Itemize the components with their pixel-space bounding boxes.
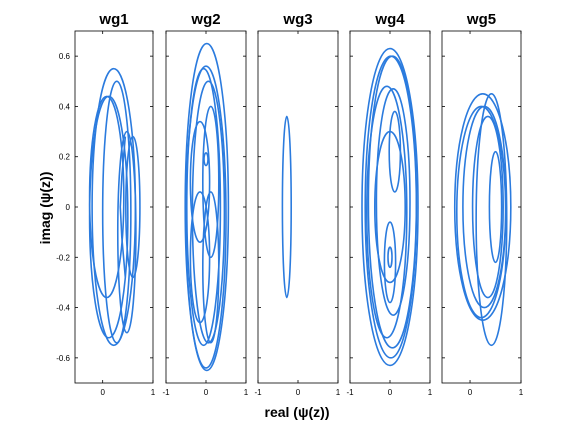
trajectory-loop [88,95,125,299]
trajectory-loop [367,55,418,349]
trajectory-loop [462,105,507,309]
x-tick-label: 1 [151,388,156,397]
trajectory-loop [388,110,402,193]
y-tick-label: -0.4 [56,304,70,313]
trajectory-loop [184,42,230,372]
trajectory-loop [373,130,406,284]
panel-wg1: wg1 0 1 -0.6 -0.4 -0.2 0 0.2 0.4 0.6 [56,11,156,397]
x-tick-label: -1 [162,388,170,397]
trajectory-loop [387,246,393,269]
trajectory-loop [202,191,220,344]
y-tick-label: 0.4 [59,102,71,111]
trajectory-loop [186,67,222,347]
trajectory-loop [281,115,292,299]
trajectory-loop [203,152,209,167]
x-tick-label: -1 [254,388,262,397]
trajectory-loop [189,191,211,324]
trajectory-loop [488,150,503,264]
panel-wg5: wg5 0 1 [441,11,524,397]
panel-title: wg3 [282,11,312,28]
panel-wg2: wg2 -1 0 1 [162,11,248,397]
panels: wg1 0 1 -0.6 -0.4 -0.2 0 0.2 0.4 0.6 wg2 -1 0 1 wg3 -1 0… [56,11,524,397]
trajectory-segment [119,136,127,278]
series-curves [453,93,512,347]
x-tick-label: 0 [296,388,301,397]
y-tick-label: -0.2 [56,253,70,262]
panel-wg4: wg4 -1 0 1 [346,11,432,397]
y-tick-label: 0 [66,203,71,212]
trajectory-loop [189,120,211,244]
trajectory-loop [116,130,137,334]
panel-title: wg4 [374,11,405,28]
trajectory-loop [361,47,419,367]
x-tick-label: 0 [388,388,393,397]
panel-title: wg5 [466,11,496,28]
panel-wg3: wg3 -1 0 1 [254,11,340,397]
y-tick-label: -0.6 [56,354,70,363]
trajectory-loop [375,88,411,316]
panel-title: wg1 [98,11,128,28]
trajectory-loop [383,221,397,304]
y-axis-label: imag (ψ(z)) [37,172,53,245]
x-tick-label: 1 [428,388,433,397]
trajectory-loop [202,105,220,259]
x-tick-label: 1 [336,388,341,397]
trajectory-loop [101,80,132,344]
axes-frame [257,30,339,384]
trajectory-loop [185,65,227,369]
series-curves [361,47,419,367]
x-tick-label: 0 [204,388,209,397]
axes-frame [441,30,522,384]
x-tick-label: 1 [244,388,249,397]
y-tick-label: 0.2 [59,153,71,162]
trajectory-loop [475,93,508,347]
series-curves [281,115,292,299]
x-tick-label: 1 [519,388,524,397]
trajectory-loop [365,85,408,339]
series-curves [88,67,141,347]
x-axis-label: real (ψ(z)) [265,404,330,420]
trajectory-loop [88,95,129,339]
trajectory-loop [125,135,141,279]
trajectory-loop [471,115,504,299]
x-tick-label: 0 [468,388,473,397]
y-tick-label: 0.6 [59,52,71,61]
panel-title: wg2 [190,11,220,28]
series-curves [184,42,230,372]
x-tick-label: -1 [346,388,354,397]
x-tick-label: 0 [100,388,105,397]
